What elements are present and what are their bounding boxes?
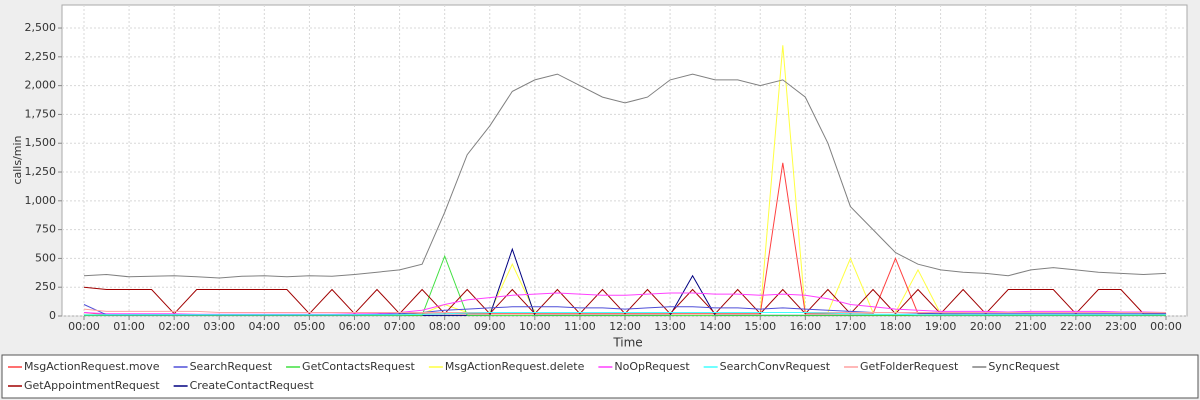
legend-item: SearchRequest [173, 360, 273, 373]
series-line [83, 73, 1167, 279]
y-tick-label: 1,000 [25, 194, 57, 207]
x-tick-label: 17:00 [835, 320, 867, 333]
legend-item: GetContactsRequest [286, 360, 416, 373]
series-line [84, 312, 1166, 316]
legend-item: NoOpRequest [598, 360, 690, 373]
legend-label: GetFolderRequest [860, 360, 959, 373]
legend-label: NoOpRequest [614, 360, 690, 373]
legend-label: GetContactsRequest [302, 360, 416, 373]
legend-label: MsgActionRequest.delete [445, 360, 585, 373]
y-tick-label: 0 [49, 309, 56, 322]
x-tick-label: 16:00 [789, 320, 821, 333]
legend-label: CreateContactRequest [190, 379, 315, 392]
x-tick-label: 22:00 [1060, 320, 1092, 333]
legend-item: MsgActionRequest.delete [428, 360, 585, 373]
x-tick-label: 03:00 [203, 320, 235, 333]
legend-item: GetFolderRequest [844, 360, 959, 373]
y-tick-label: 1,250 [25, 165, 57, 178]
x-tick-label: 02:00 [158, 320, 190, 333]
x-tick-label: 09:00 [474, 320, 506, 333]
x-tick-label: 19:00 [925, 320, 957, 333]
x-tick-label: 23:00 [1105, 320, 1137, 333]
x-tick-label: 12:00 [609, 320, 641, 333]
x-tick-label: 00:00 [68, 320, 100, 333]
x-tick-label: 10:00 [519, 320, 551, 333]
y-axis-label: calls/min [11, 135, 24, 184]
x-tick-label: 00:00 [1150, 320, 1182, 333]
legend-box [1, 354, 1199, 399]
y-tick-label: 1,500 [25, 136, 57, 149]
x-tick-label: 07:00 [384, 320, 416, 333]
y-tick-label: 500 [35, 251, 56, 264]
y-tick-label: 2,500 [25, 21, 57, 34]
x-tick-label: 08:00 [429, 320, 461, 333]
x-tick-label: 20:00 [970, 320, 1002, 333]
x-tick-label: 04:00 [248, 320, 280, 333]
legend-item: CreateContactRequest [173, 379, 315, 392]
legend-item: SyncRequest [972, 360, 1060, 373]
y-tick-label: 250 [35, 280, 56, 293]
legend-item: GetAppointmentRequest [8, 379, 160, 392]
legend-item: SearchConvRequest [703, 360, 831, 373]
x-tick-label: 18:00 [880, 320, 912, 333]
x-tick-label: 15:00 [744, 320, 776, 333]
y-tick-label: 750 [35, 223, 56, 236]
x-tick-label: 21:00 [1015, 320, 1047, 333]
x-tick-label: 05:00 [294, 320, 326, 333]
legend-label: SearchRequest [190, 360, 273, 373]
y-tick-label: 2,250 [25, 50, 57, 63]
x-axis-label: Time [612, 336, 642, 350]
x-tick-label: 14:00 [699, 320, 731, 333]
legend-label: MsgActionRequest.move [24, 360, 160, 373]
series-line [84, 254, 1166, 316]
y-tick-label: 2,000 [25, 79, 57, 92]
x-tick-label: 13:00 [654, 320, 686, 333]
legend-label: SearchConvRequest [720, 360, 831, 373]
y-tick-label: 1,750 [25, 107, 57, 120]
legend-label: GetAppointmentRequest [24, 379, 160, 392]
x-tick-label: 11:00 [564, 320, 596, 333]
legend-label: SyncRequest [988, 360, 1060, 373]
legend-item: MsgActionRequest.move [8, 360, 160, 373]
x-tick-label: 01:00 [113, 320, 145, 333]
x-tick-label: 06:00 [339, 320, 371, 333]
